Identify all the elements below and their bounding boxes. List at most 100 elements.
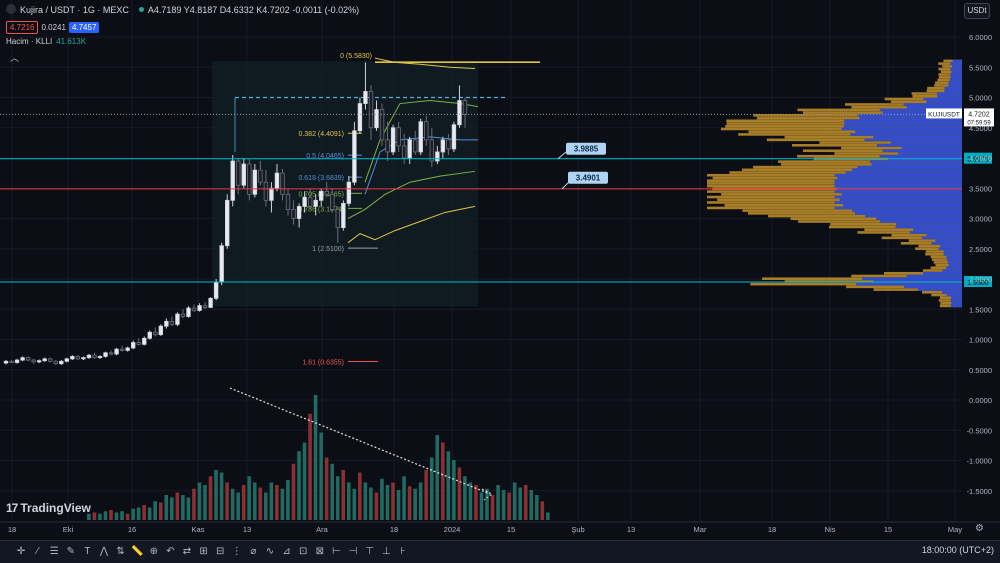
clock[interactable]: 18:00:00 (UTC+2): [921, 545, 994, 555]
pattern-icon[interactable]: ⋀: [99, 546, 109, 557]
zoom-icon[interactable]: ⊕: [149, 546, 158, 557]
volume-bar: [308, 413, 312, 520]
volume-label: Hacim · KLLI: [6, 37, 53, 46]
profile-bar: [937, 78, 962, 82]
ask-badge[interactable]: 4.7457: [68, 22, 100, 33]
fib-icon[interactable]: ☰: [49, 546, 59, 557]
time-axis[interactable]: 18 Eki 16 Kas 13 Ara 18 2024 15 Şub 13 Mar 18 Nis 15 Ma…: [0, 521, 1000, 534]
candle-body: [285, 193, 291, 210]
fib-level-label: 0.5 (4.0465): [306, 153, 344, 160]
candle-body: [357, 103, 363, 132]
profile-bar-blue: [898, 152, 962, 155]
candle-body: [462, 100, 468, 115]
brush-icon[interactable]: ⊟: [215, 546, 225, 557]
profile-bar-blue: [870, 160, 962, 163]
volume-bar: [358, 472, 362, 520]
measure-icon[interactable]: 📏: [130, 546, 144, 557]
callout-stem: [557, 151, 567, 160]
volume-bar: [374, 492, 379, 520]
x-tick-label: 15: [507, 525, 515, 534]
symbol-title[interactable]: Kujira / USDT · 1G · MEXC: [20, 5, 129, 15]
text-icon[interactable]: T: [84, 546, 91, 557]
profile-bar-blue: [882, 149, 962, 153]
volume-bar: [264, 492, 268, 520]
candle-body: [180, 313, 186, 317]
prediction-icon[interactable]: ∿: [265, 546, 275, 557]
volume-bar: [175, 492, 180, 520]
brush-icon[interactable]: ✎: [66, 546, 75, 557]
volume-bar: [219, 472, 224, 520]
candle-body: [280, 172, 285, 195]
profile-bar-blue: [834, 195, 962, 199]
profile-bar-blue: [947, 261, 962, 264]
prediction-icon[interactable]: ⇅: [116, 546, 125, 557]
pattern-icon[interactable]: ⊦: [400, 546, 406, 557]
price-chart[interactable]: 0 (5.5830) 0.382 (4.4091) 0.5 (4.0465) 0.61…: [0, 0, 1000, 540]
ma-line: [347, 170, 476, 219]
trend-line-icon[interactable]: ⇄: [182, 546, 192, 557]
axis-price-text: 1.9500: [967, 280, 989, 287]
x-tick-label: Mar: [694, 525, 707, 534]
gear-icon[interactable]: ⚙: [975, 523, 984, 534]
profile-bar-blue: [942, 291, 962, 294]
grid: [0, 0, 962, 520]
volume-bar: [125, 513, 130, 520]
brush-icon[interactable]: ⊤: [365, 546, 374, 557]
profile-bar-blue: [857, 165, 962, 169]
volume-bar: [335, 476, 340, 520]
profile-bar-blue: [852, 209, 962, 212]
candle-body: [36, 360, 42, 363]
profile-bar-blue: [943, 252, 962, 256]
x-tick-label: 18: [8, 525, 16, 534]
trend-line-icon[interactable]: ⊢: [332, 546, 341, 557]
profile-bar-blue: [844, 119, 962, 123]
profile-bar-blue: [837, 176, 962, 180]
volume-bar: [512, 482, 517, 520]
volume-bar: [297, 451, 301, 520]
y-tick-label: -1.5000: [967, 487, 992, 496]
volume-bar: [468, 482, 473, 520]
profile-bar-blue: [850, 133, 962, 136]
pattern-icon[interactable]: ⌀: [250, 546, 257, 557]
profile-bar-blue: [841, 127, 962, 131]
currency-button[interactable]: USDt: [964, 3, 990, 19]
ma-line: [347, 205, 476, 244]
profile-bar-blue: [857, 114, 962, 117]
price-axis[interactable]: 6.0000 5.5000 5.0000 4.5000 4.0000 3.5000 3.00…: [967, 33, 992, 496]
volume-bar: [490, 495, 495, 520]
candle-body: [119, 348, 125, 351]
y-tick-label: 2.0000: [969, 275, 992, 284]
zoom-icon[interactable]: ⊡: [298, 546, 308, 557]
y-tick-label: 0.5000: [969, 366, 992, 375]
text-icon[interactable]: ⋮: [231, 546, 242, 557]
fib-icon[interactable]: ⊞: [199, 546, 208, 557]
text-icon[interactable]: ⊥: [381, 546, 391, 557]
bid-badge[interactable]: 4.7216: [6, 21, 39, 34]
candle-body: [313, 199, 318, 207]
candle-body: [236, 160, 241, 186]
fib-retracement[interactable]: 0 (5.5830) 0.382 (4.4091) 0.5 (4.0465) 0.61…: [212, 53, 540, 367]
candle-body: [114, 348, 119, 355]
fib-icon[interactable]: ⊣: [348, 546, 358, 557]
trend-line-icon[interactable]: ⁄: [36, 546, 39, 557]
callout-box: [566, 142, 606, 155]
y-tick-label: -1.0000: [967, 457, 992, 466]
volume-bar: [391, 482, 395, 520]
volume-bar: [236, 492, 240, 520]
measure-icon[interactable]: ⊿: [282, 546, 291, 557]
profile-bar-blue: [940, 244, 962, 248]
trend-arrow: [481, 488, 493, 501]
candle-body: [385, 139, 390, 153]
crosshair-icon[interactable]: ✛: [16, 546, 26, 557]
candle-body: [401, 145, 407, 159]
candle-body: [86, 354, 92, 359]
chevron-up-icon[interactable]: ︿: [10, 53, 20, 63]
profile-bar-blue: [890, 141, 962, 144]
candle-body: [424, 121, 429, 141]
candle-body: [307, 196, 313, 207]
candle-body: [92, 354, 97, 359]
crosshair-icon[interactable]: ↶: [166, 546, 175, 557]
horizontal-lines[interactable]: 3.9885 3.9973 3.4901 1.9500 KUJIUSDT 4.7202 07…: [0, 108, 994, 288]
crosshair-icon[interactable]: ⊠: [315, 546, 324, 557]
profile-bar: [851, 105, 962, 109]
